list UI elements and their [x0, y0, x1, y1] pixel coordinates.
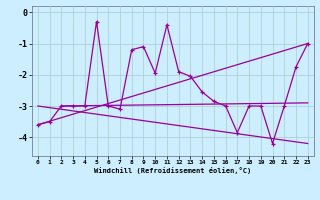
X-axis label: Windchill (Refroidissement éolien,°C): Windchill (Refroidissement éolien,°C): [94, 167, 252, 174]
